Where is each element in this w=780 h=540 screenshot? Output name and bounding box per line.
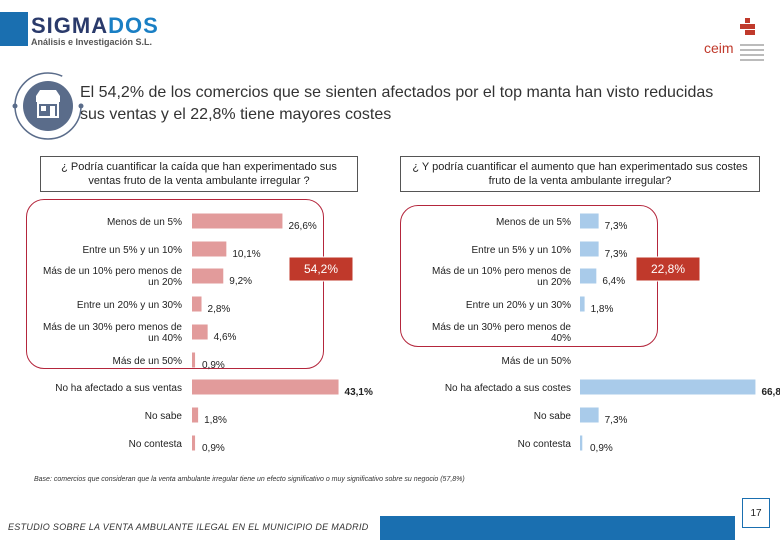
bar (192, 296, 202, 312)
category-label: Entre un 20% y un 30% (466, 300, 571, 311)
value-label: 0,9% (590, 443, 613, 454)
bar (192, 324, 208, 340)
bar (580, 213, 599, 229)
value-label: 4,6% (214, 332, 237, 343)
bar (192, 407, 199, 423)
value-label: 6,4% (602, 276, 625, 287)
category-label: No ha afectado a sus costes (445, 383, 571, 394)
bar (580, 407, 599, 423)
footer-study-title: ESTUDIO SOBRE LA VENTA AMBULANTE ILEGAL … (8, 522, 369, 532)
category-label: Entre un 5% y un 10% (82, 245, 182, 256)
category-label: Entre un 20% y un 30% (77, 300, 182, 311)
value-label: 7,3% (605, 415, 628, 426)
sigmados-logo: SIGMADOS (31, 13, 159, 38)
ceim-wordmark: ceim (704, 40, 734, 56)
category-label: No contesta (518, 439, 572, 450)
category-label: Más de un 50% (502, 356, 572, 367)
category-label: No sabe (534, 411, 572, 422)
category-label: Menos de un 5% (496, 217, 571, 228)
value-label: 43,1% (345, 387, 373, 398)
bar (580, 268, 597, 284)
bar (192, 268, 224, 284)
bar (192, 435, 196, 451)
summary-box-costs: 22,8% (635, 256, 701, 282)
category-label: Menos de un 5% (107, 217, 182, 228)
bar (192, 379, 339, 395)
bar (192, 213, 283, 229)
sigmados-logo-mark (0, 12, 28, 46)
value-label: 1,8% (204, 415, 227, 426)
summary-costs-value: 22,8% (651, 262, 685, 276)
bar (580, 296, 585, 312)
summary-box-sales: 54,2% (288, 256, 354, 282)
value-label: 66,8% (761, 387, 780, 398)
question-costs: ¿ Y podría cuantificar el aumento que ha… (400, 156, 760, 192)
category-label: No ha afectado a sus ventas (55, 383, 182, 394)
value-label: 9,2% (229, 276, 252, 287)
value-label: 1,8% (591, 304, 614, 315)
chart-sales-drop: Menos de un 5% 26,6% Entre un 5% y un 10% 1… (43, 213, 373, 454)
page-number: 17 (742, 498, 770, 528)
footer-title-area (0, 516, 380, 540)
bar (580, 379, 756, 395)
ceim-logo-mark (740, 18, 755, 40)
store-icon (12, 72, 84, 140)
bar (580, 241, 599, 257)
category-label: Más de un 30% pero menos de 40% (432, 322, 571, 344)
bar (192, 241, 227, 257)
value-label: 7,3% (605, 249, 628, 260)
category-label: Entre un 5% y un 10% (471, 245, 571, 256)
category-label: Más de un 10% pero menos de un 20% (43, 266, 182, 288)
category-label: No contesta (129, 439, 183, 450)
header: SIGMADOS Análisis e Investigación S.L. (0, 0, 780, 48)
value-label: 0,9% (202, 360, 225, 371)
category-label: No sabe (145, 411, 183, 422)
ceim-logo: ceim (704, 18, 766, 68)
value-label: 2,8% (208, 304, 231, 315)
bar (580, 435, 583, 451)
chart-cost-increase: Menos de un 5% 7,3% Entre un 5% y un 10% 7,… (432, 213, 780, 454)
ceim-tagline-lines (740, 44, 764, 64)
value-label: 0,9% (202, 443, 225, 454)
bar (192, 352, 196, 368)
footnote: Base: comercios que consideran que la ve… (34, 476, 465, 483)
highlight-frame-sales (26, 199, 324, 369)
bar-charts: Menos de un 5% 26,6% Entre un 5% y un 10% 1… (43, 213, 780, 454)
category-label: Más de un 10% pero menos de un 20% (432, 266, 571, 288)
value-label: 7,3% (605, 221, 628, 232)
value-label: 10,1% (232, 249, 260, 260)
question-sales: ¿ Podría cuantificar la caída que han ex… (40, 156, 358, 192)
sigmados-subtitle: Análisis e Investigación S.L. (31, 37, 153, 47)
summary-sales-value: 54,2% (304, 262, 338, 276)
category-label: Más de un 30% pero menos de un 40% (43, 322, 182, 344)
category-label: Más de un 50% (113, 356, 183, 367)
value-label: 26,6% (288, 221, 316, 232)
page-title: El 54,2% de los comercios que se sienten… (80, 84, 714, 123)
